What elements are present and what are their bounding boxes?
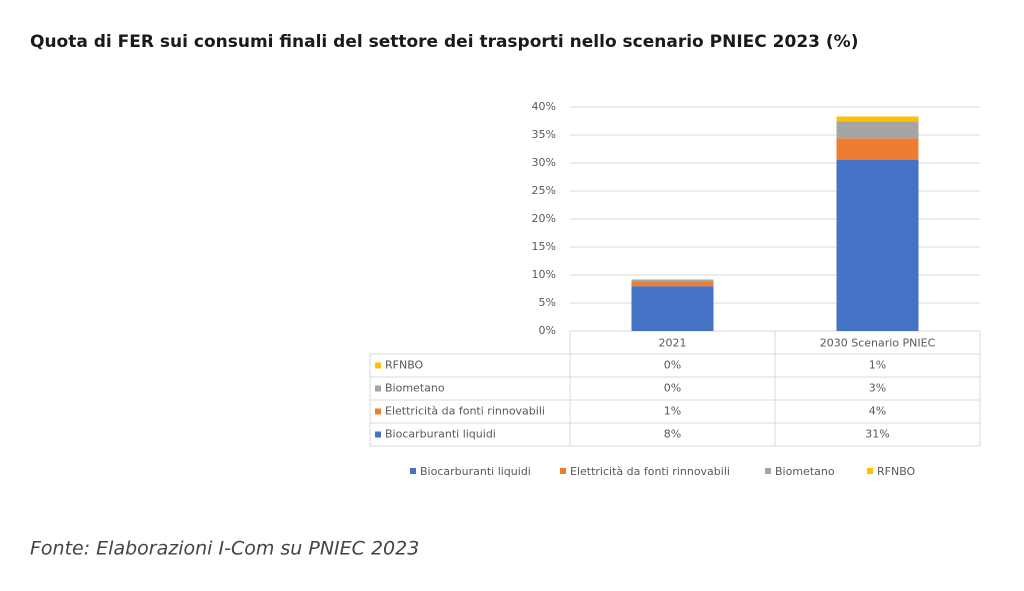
table-row-label: Biometano xyxy=(385,382,445,395)
legend-swatch xyxy=(560,468,566,474)
table-swatch xyxy=(375,362,381,369)
legend-label: RFNBO xyxy=(877,465,916,478)
table-value: 0% xyxy=(664,382,681,395)
legend-label: Biocarburanti liquidi xyxy=(420,465,531,478)
legend-swatch xyxy=(410,468,416,474)
legend-label: Biometano xyxy=(775,465,835,478)
y-tick-label: 40% xyxy=(532,100,556,113)
bar-segment xyxy=(836,138,919,160)
legend-label: Elettricità da fonti rinnovabili xyxy=(570,465,730,478)
bar-segment xyxy=(631,281,714,287)
table-swatch xyxy=(375,385,381,392)
bar-segment xyxy=(631,286,714,331)
table-swatch xyxy=(375,408,381,415)
legend-swatch xyxy=(867,468,873,474)
table-value: 1% xyxy=(664,405,681,418)
y-tick-label: 20% xyxy=(532,212,556,225)
chart-title: Quota di FER sui consumi finali del sett… xyxy=(30,32,858,52)
y-tick-label: 5% xyxy=(539,296,556,309)
bar-segment xyxy=(836,159,919,331)
table-row-label: RFNBO xyxy=(385,359,424,372)
table-value: 1% xyxy=(869,359,886,372)
table-swatch xyxy=(375,431,381,438)
y-tick-label: 15% xyxy=(532,240,556,253)
table-value: 0% xyxy=(664,359,681,372)
y-tick-label: 25% xyxy=(532,184,556,197)
y-tick-label: 35% xyxy=(532,128,556,141)
bar-segment xyxy=(631,279,714,282)
x-tick-label: 2021 xyxy=(659,337,687,350)
bar-segment xyxy=(836,121,919,139)
table-value: 31% xyxy=(865,428,889,441)
y-tick-label: 0% xyxy=(539,324,556,337)
source-note: Fonte: Elaborazioni I-Com su PNIEC 2023 xyxy=(30,538,419,560)
legend-swatch xyxy=(765,468,771,474)
y-tick-label: 10% xyxy=(532,268,556,281)
table-value: 4% xyxy=(869,405,886,418)
x-tick-label: 2030 Scenario PNIEC xyxy=(820,337,936,350)
table-row-label: Biocarburanti liquidi xyxy=(385,428,496,441)
table-value: 3% xyxy=(869,382,886,395)
bar-segment xyxy=(836,116,919,122)
table-value: 8% xyxy=(664,428,681,441)
table-row-label: Elettricità da fonti rinnovabili xyxy=(385,405,545,418)
y-tick-label: 30% xyxy=(532,156,556,169)
